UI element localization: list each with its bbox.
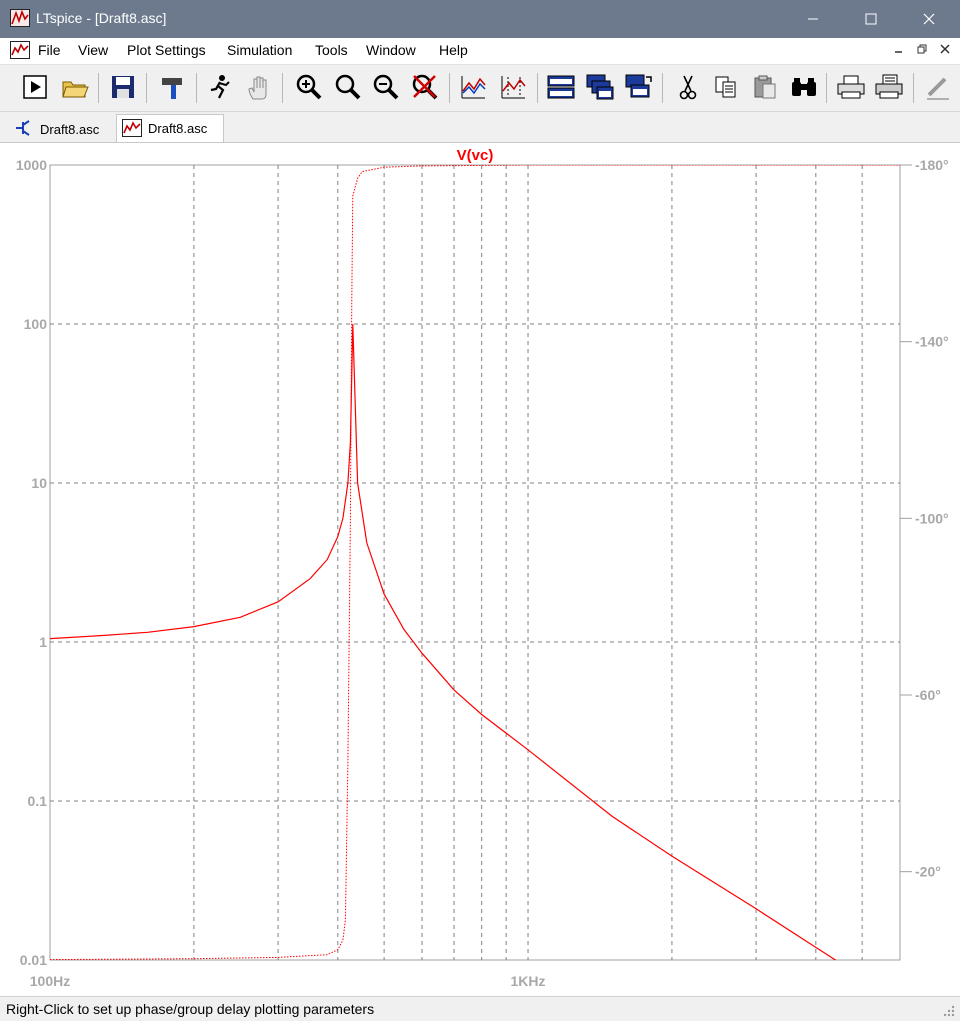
print-icon[interactable] — [836, 72, 866, 102]
mdi-minimize-button[interactable] — [894, 43, 904, 57]
running-man-icon[interactable] — [204, 72, 234, 102]
phase-trace — [50, 165, 900, 960]
y2-tick-label: -100° — [915, 510, 949, 526]
toolbar-separator — [282, 73, 283, 103]
y-tick-label: 0.1 — [28, 793, 48, 809]
menu-bar: File View Plot Settings Simulation Tools… — [0, 38, 960, 65]
menu-file[interactable]: File — [38, 42, 61, 58]
hammer-icon[interactable] — [158, 72, 188, 102]
copy-icon[interactable] — [711, 72, 741, 102]
mdi-close-button[interactable] — [940, 43, 950, 57]
menu-plot-settings[interactable]: Plot Settings — [127, 42, 206, 58]
resize-grip-icon[interactable] — [942, 1004, 956, 1018]
menu-view[interactable]: View — [78, 42, 109, 58]
zoom-icon[interactable] — [333, 72, 363, 102]
toolbar-separator — [98, 73, 99, 103]
y-tick-label: 100 — [24, 316, 48, 332]
toolbar-separator — [196, 73, 197, 103]
chart-title: V(vc) — [457, 147, 494, 164]
y-tick-label: 1000 — [16, 157, 47, 173]
cut-icon[interactable] — [673, 72, 703, 102]
tab-waveform[interactable]: Draft8.asc — [116, 114, 224, 142]
toolbar-separator — [826, 73, 827, 103]
y-tick-label: 10 — [31, 475, 47, 491]
y2-tick-label: -20° — [915, 864, 941, 880]
zoom-cancel-icon[interactable] — [410, 72, 440, 102]
save-icon[interactable] — [108, 72, 138, 102]
window-title: LTspice - [Draft8.asc] — [36, 10, 167, 26]
x-tick-label: 100Hz — [30, 973, 70, 989]
toolbar-separator — [537, 73, 538, 103]
tab-schematic-label: Draft8.asc — [40, 122, 100, 137]
open-folder-icon[interactable] — [60, 72, 90, 102]
autorange-icon[interactable] — [458, 72, 488, 102]
y2-tick-label: -140° — [915, 334, 949, 350]
close-button[interactable] — [900, 0, 958, 38]
y-tick-label: 1 — [39, 634, 47, 650]
title-bar: LTspice - [Draft8.asc] — [0, 0, 960, 38]
run-icon[interactable] — [20, 72, 50, 102]
toolbar-separator — [449, 73, 450, 103]
menu-simulation[interactable]: Simulation — [227, 42, 293, 58]
cascade-icon[interactable] — [585, 72, 615, 102]
bode-plot[interactable]: 1000 100 10 1 0.1 0.01 -20° -60° -100° -140° -180°… — [0, 143, 960, 995]
waveform-icon — [122, 119, 142, 142]
toolbar-separator — [913, 73, 914, 103]
minimize-button[interactable] — [784, 0, 842, 38]
y-tick-label: 0.01 — [20, 952, 47, 968]
y2-tick-label: -60° — [915, 687, 941, 703]
toolbar-separator — [662, 73, 663, 103]
plot-pane[interactable]: 1000 100 10 1 0.1 0.01 -20° -60° -100° -140° -180°… — [0, 143, 960, 995]
tile-horizontal-icon[interactable] — [546, 72, 576, 102]
x-tick-label: 1KHz — [511, 973, 546, 989]
magnitude-trace — [50, 323, 837, 960]
document-tabs: Draft8.asc Draft8.asc — [0, 112, 960, 143]
tab-schematic[interactable]: Draft8.asc — [4, 114, 114, 141]
mdi-restore-button[interactable] — [917, 43, 927, 57]
arrange-icons-icon[interactable] — [624, 72, 654, 102]
document-waveform-icon[interactable] — [10, 41, 30, 64]
toolbar-separator — [146, 73, 147, 103]
toolbar — [0, 65, 960, 112]
y2-tick-label: -180° — [915, 157, 949, 173]
find-binoculars-icon[interactable] — [789, 72, 819, 102]
print-setup-icon[interactable] — [874, 72, 904, 102]
menu-tools[interactable]: Tools — [315, 42, 348, 58]
tab-waveform-label: Draft8.asc — [148, 121, 208, 136]
menu-help[interactable]: Help — [439, 42, 468, 58]
schematic-icon — [14, 119, 32, 142]
maximize-button[interactable] — [842, 0, 900, 38]
pencil-disabled-icon[interactable] — [922, 72, 952, 102]
fit-range-icon[interactable] — [498, 72, 528, 102]
zoom-out-icon[interactable] — [371, 72, 401, 102]
status-bar: Right-Click to set up phase/group delay … — [0, 996, 960, 1021]
zoom-in-icon[interactable] — [294, 72, 324, 102]
plot-frame — [49, 164, 901, 961]
ltspice-app-icon — [10, 9, 30, 32]
status-text: Right-Click to set up phase/group delay … — [6, 1001, 375, 1017]
paste-icon[interactable] — [750, 72, 780, 102]
pan-hand-icon[interactable] — [244, 72, 274, 102]
menu-window[interactable]: Window — [366, 42, 416, 58]
